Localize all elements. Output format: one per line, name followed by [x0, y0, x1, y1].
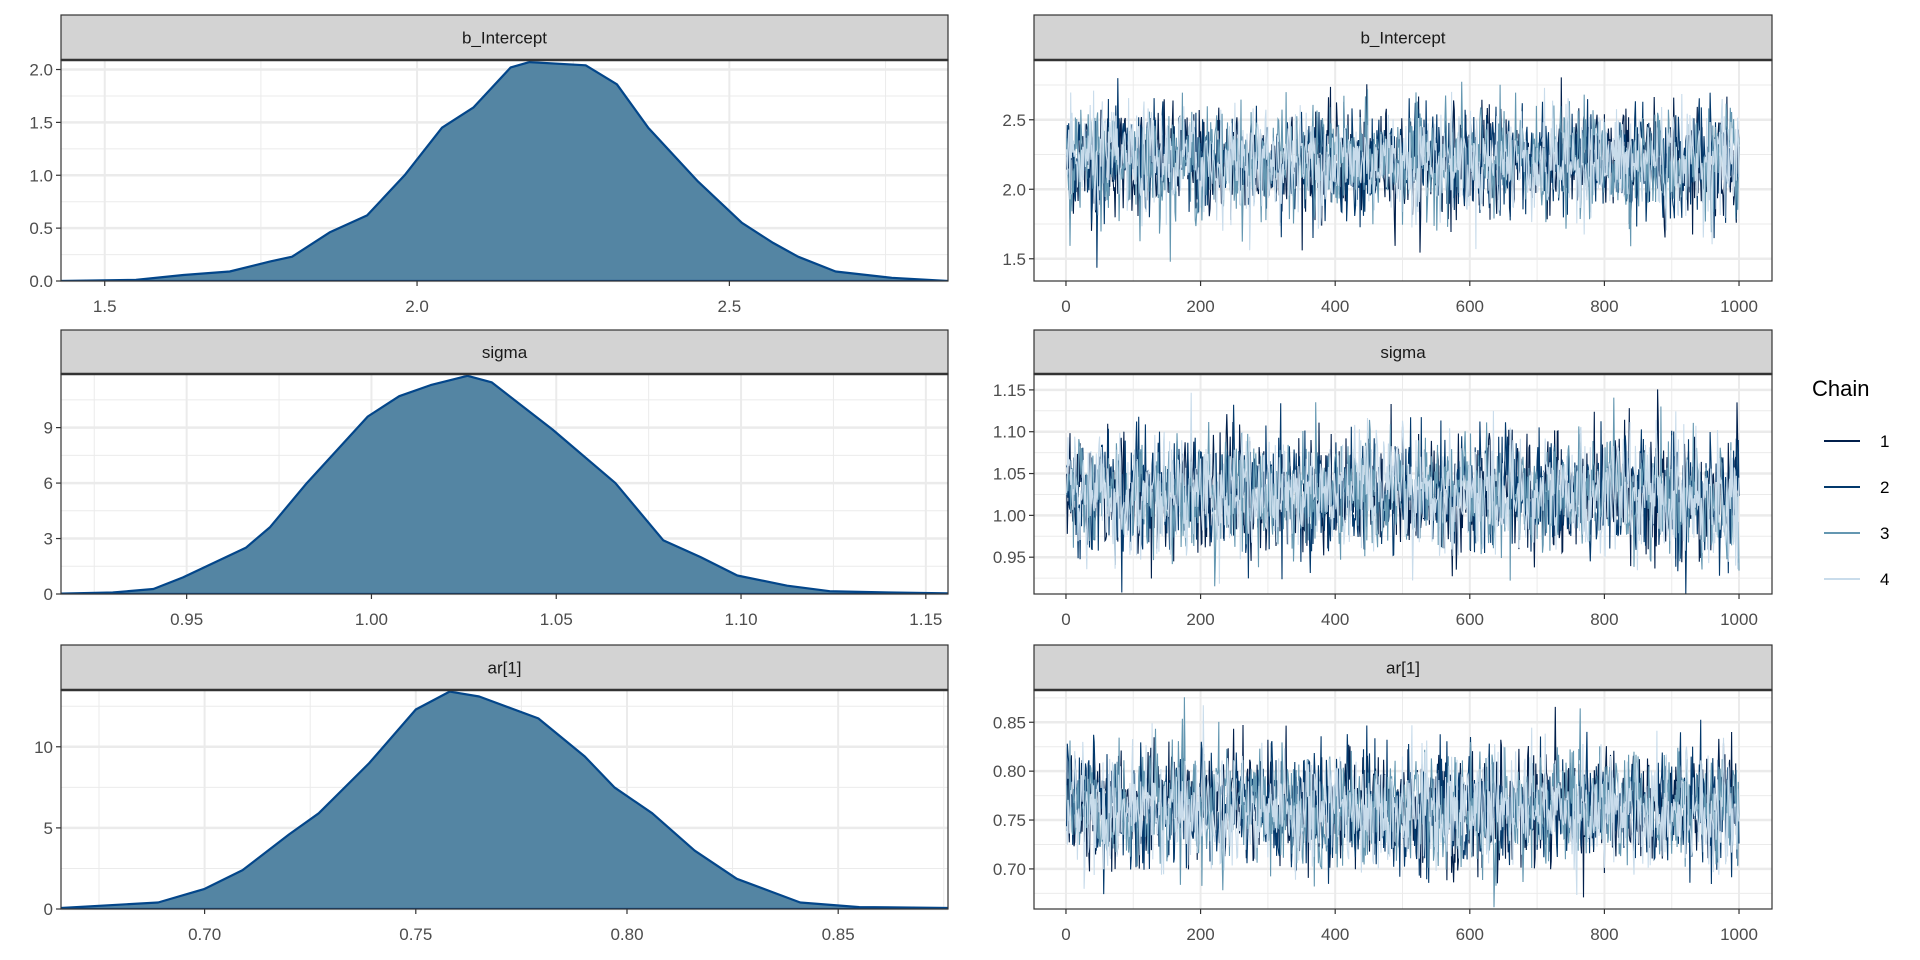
trace-panel-b-Intercept: b_Intercept 0 200 400 600 800 1000 1.5 2.0 2.5 [1002, 14, 1773, 316]
trace-panel-sigma: sigma 0 200 400 600 800 1000 0.95 1.00 1.05 1.10 1.… [993, 329, 1773, 629]
y-tick-label: 1.15 [993, 381, 1026, 400]
y-tick-label: 1.0 [29, 166, 53, 185]
x-tick-label: 1.5 [93, 297, 117, 316]
x-tick-label: 1.10 [724, 610, 757, 629]
x-tick-label: 200 [1186, 297, 1214, 316]
y-tick-label: 1.10 [993, 423, 1026, 442]
x-tick-label: 1.15 [909, 610, 942, 629]
x-tick-label: 1.05 [540, 610, 573, 629]
facet-strip [1033, 14, 1773, 61]
density-panel-ar-1-: ar[1] 0.70 0.75 0.80 0.85 0 5 10 [34, 644, 949, 944]
y-tick-label: 5 [44, 819, 53, 838]
trace-lines [1066, 77, 1740, 268]
y-tick-label: 1.05 [993, 465, 1026, 484]
y-tick-label: 9 [44, 419, 53, 438]
y-tick-label: 0.5 [29, 219, 53, 238]
facet-strip-label: sigma [482, 343, 528, 362]
density-area [61, 61, 948, 281]
facet-strip [1033, 644, 1773, 691]
x-tick-label: 800 [1590, 925, 1618, 944]
y-tick-label: 0.70 [993, 860, 1026, 879]
y-tick-label: 0 [44, 585, 53, 604]
facet-strip [60, 14, 949, 61]
facet-strip [60, 329, 949, 375]
x-tick-label: 0 [1061, 297, 1070, 316]
y-tick-label: 1.5 [1002, 250, 1026, 269]
x-tick-label: 600 [1456, 610, 1484, 629]
y-tick-label: 0.85 [993, 713, 1026, 732]
legend-label: 3 [1880, 524, 1889, 543]
x-tick-label: 800 [1590, 610, 1618, 629]
legend-label: 2 [1880, 478, 1889, 497]
legend-title: Chain [1812, 376, 1869, 401]
y-tick-label: 3 [44, 530, 53, 549]
density-area [61, 690, 948, 909]
facet-strip-label: ar[1] [487, 659, 521, 678]
density-curve [61, 61, 948, 281]
density-curve [61, 374, 948, 594]
x-tick-label: 0.80 [610, 925, 643, 944]
y-tick-label: 1.00 [993, 506, 1026, 525]
y-tick-label: 10 [34, 738, 53, 757]
density-area [61, 374, 948, 594]
facet-strip-label: b_Intercept [1360, 29, 1445, 48]
x-tick-label: 600 [1456, 297, 1484, 316]
y-tick-label: 6 [44, 474, 53, 493]
trace-panel-ar-1-: ar[1] 0 200 400 600 800 1000 0.70 0.75 0.80 0.85 [993, 644, 1773, 944]
facet-strip-label: sigma [1380, 343, 1426, 362]
density-panel-sigma: sigma 0.95 1.00 1.05 1.10 1.15 0 3 6 9 [44, 329, 949, 629]
x-tick-label: 0 [1061, 925, 1070, 944]
facet-strip [1033, 329, 1773, 375]
x-tick-label: 0.75 [399, 925, 432, 944]
x-tick-label: 400 [1321, 297, 1349, 316]
x-tick-label: 1000 [1720, 610, 1758, 629]
y-tick-label: 0.80 [993, 762, 1026, 781]
x-tick-label: 200 [1186, 925, 1214, 944]
y-tick-label: 2.5 [1002, 111, 1026, 130]
trace-chain-4 [1066, 87, 1740, 251]
y-tick-label: 0.75 [993, 811, 1026, 830]
x-tick-label: 400 [1321, 925, 1349, 944]
x-tick-label: 800 [1590, 297, 1618, 316]
x-tick-label: 600 [1456, 925, 1484, 944]
trace-chain-4 [1066, 705, 1740, 896]
y-tick-label: 0.95 [993, 548, 1026, 567]
legend-label: 1 [1880, 432, 1889, 451]
trace-lines [1066, 389, 1740, 594]
density-curve [61, 690, 948, 909]
trace-chain-4 [1066, 392, 1740, 584]
x-tick-label: 400 [1321, 610, 1349, 629]
x-tick-label: 1000 [1720, 925, 1758, 944]
x-tick-label: 2.5 [718, 297, 742, 316]
facet-strip [60, 644, 949, 691]
x-tick-label: 2.0 [405, 297, 429, 316]
x-tick-label: 0 [1061, 610, 1070, 629]
y-tick-label: 0 [44, 900, 53, 919]
y-tick-label: 2.0 [1002, 180, 1026, 199]
x-tick-label: 0.85 [822, 925, 855, 944]
x-tick-label: 0.95 [170, 610, 203, 629]
y-tick-label: 2.0 [29, 61, 53, 80]
facet-strip-label: ar[1] [1386, 659, 1420, 678]
x-tick-label: 1000 [1720, 297, 1758, 316]
x-tick-label: 0.70 [188, 925, 221, 944]
x-tick-label: 200 [1186, 610, 1214, 629]
x-tick-label: 1.00 [355, 610, 388, 629]
density-panel-b-Intercept: b_Intercept 1.5 2.0 2.5 0.0 0.5 1.0 1.5 2.0 [29, 14, 949, 316]
legend-label: 4 [1880, 570, 1889, 589]
y-tick-label: 0.0 [29, 272, 53, 291]
y-tick-label: 1.5 [29, 113, 53, 132]
facet-strip-label: b_Intercept [462, 29, 547, 48]
legend: Chain 1 2 3 4 [1812, 376, 1889, 589]
trace-lines [1066, 697, 1740, 908]
